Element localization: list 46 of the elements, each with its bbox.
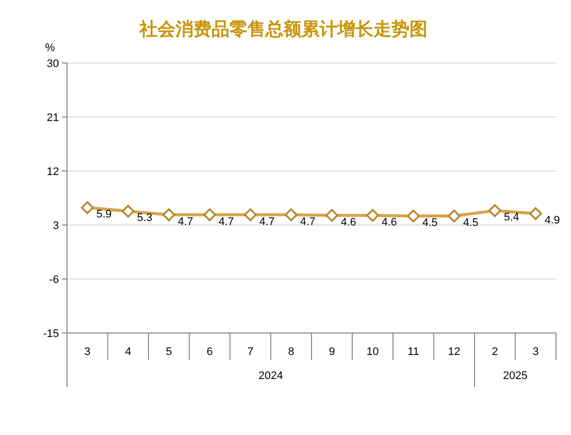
point — [203, 208, 216, 222]
point — [448, 210, 461, 222]
x-tick-label: 11 — [408, 346, 420, 358]
data-label: 4.6 — [340, 216, 356, 228]
y-tick-label: 21 — [46, 112, 59, 124]
point — [325, 209, 338, 222]
data-label: 5.3 — [137, 212, 152, 224]
y-tick-label: 12 — [46, 166, 59, 178]
x-tick-label: 9 — [328, 346, 335, 358]
data-label: 5.9 — [96, 208, 112, 221]
data-label: 4.7 — [218, 216, 234, 228]
x-tick-label: 5 — [166, 346, 172, 358]
x-tick-label: 3 — [532, 346, 539, 358]
data-label: 4.5 — [463, 217, 478, 229]
chart-title: 社会消费品零售总额累计增长走势图 — [138, 19, 428, 39]
data-label: 4.9 — [544, 214, 560, 227]
data-label: 4.7 — [259, 216, 275, 228]
data-label: 4.6 — [382, 216, 397, 228]
x-tick-label: 4 — [125, 346, 132, 358]
data-label: 4.5 — [422, 217, 438, 229]
y-tick-label: 30 — [46, 58, 59, 70]
point — [366, 209, 380, 222]
y-tick-label: -6 — [49, 274, 59, 286]
point — [406, 210, 420, 222]
data-label: 4.7 — [300, 216, 316, 228]
x-tick-label: 3 — [84, 346, 90, 358]
point — [284, 208, 298, 222]
point — [122, 204, 135, 218]
point — [162, 208, 176, 222]
x-tick-label: 2 — [492, 346, 498, 358]
point — [488, 204, 502, 217]
y-tick-label: -15 — [43, 328, 59, 340]
y-tick-label: 3 — [52, 220, 59, 232]
x-tick-label: 12 — [448, 346, 460, 358]
point — [80, 201, 94, 214]
data-label: 4.7 — [178, 216, 194, 228]
x-tick-label: 10 — [366, 346, 379, 358]
x-tick-label: 8 — [288, 346, 294, 358]
data-label: 5.4 — [504, 212, 520, 224]
x-tick-label: 7 — [247, 346, 254, 358]
point — [244, 208, 257, 222]
point — [529, 207, 542, 220]
x-tick-label: 6 — [206, 346, 213, 358]
text: 2025 — [503, 370, 528, 382]
text: 2024 — [258, 370, 283, 382]
y-axis-title: % — [45, 42, 56, 54]
